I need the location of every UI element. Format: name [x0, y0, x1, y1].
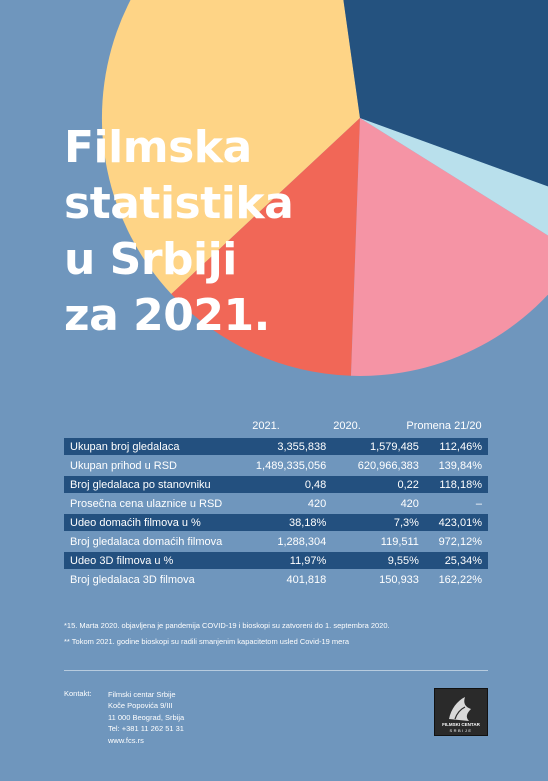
value-change: 162,22%	[438, 573, 482, 586]
value-2020: 420	[400, 497, 419, 510]
page-title: Filmska statistika u Srbiji za 2021.	[64, 120, 294, 344]
table-row: Broj gledalaca 3D filmova 401,818 150,933 1…	[64, 571, 488, 588]
value-change: 139,84%	[438, 459, 482, 472]
decorative-pie-graphic	[101, 0, 548, 376]
header-2020: 2020.	[333, 420, 361, 432]
pie-slice-lightblue	[360, 118, 548, 236]
row-label: Udeo 3D filmova u %	[70, 554, 174, 567]
value-2021: 38,18%	[288, 516, 327, 529]
table-row: Broj gledalaca po stanovniku 0,48 0,22 118,…	[64, 476, 488, 493]
table-row: Prosečna cena ulaznice u RSD 420 420 –	[64, 495, 488, 512]
contact-block: Filmski centar Srbije Koče Popovića 9/II…	[108, 689, 184, 746]
value-change: 972,12%	[438, 535, 482, 548]
logo-subtitle: SRBIJE	[449, 728, 473, 733]
row-label: Broj gledalaca domaćih filmova	[70, 535, 223, 548]
row-label: Ukupan broj gledalaca	[70, 440, 180, 453]
value-2020: 7,3%	[393, 516, 419, 529]
value-change: 118,18%	[439, 478, 482, 491]
contact-org: Filmski centar Srbije	[108, 690, 176, 699]
logo-mark-icon	[449, 697, 471, 721]
contact-city: 11 000 Beograd, Srbija	[108, 712, 185, 722]
pie-slice-coral	[171, 118, 360, 376]
logo-name: FILMSKI CENTAR	[442, 722, 480, 727]
contact-phone: Tel: +381 11 262 51 31	[108, 724, 184, 734]
footnote-1: *15. Marta 2020. objavljena je pandemija…	[64, 621, 390, 630]
table-body: Ukupan broj gledalaca 3,355,838 1,579,485 1…	[64, 438, 488, 588]
footnote-2: ** Tokom 2021. godine bioskopi su radili…	[64, 637, 350, 646]
row-label: Ukupan prihod u RSD	[70, 459, 178, 472]
table-header: 2021. 2020. Promena 21/20	[64, 420, 488, 438]
table-row: Udeo 3D filmova u % 11,97% 9,55% 25,34%	[64, 552, 488, 569]
contact-street: Koče Popovića 9/III	[108, 701, 173, 711]
value-2020: 1,579,485	[369, 440, 419, 453]
row-label: Prosečna cena ulaznice u RSD	[70, 497, 223, 510]
value-2020: 0,22	[397, 478, 419, 491]
header-2021: 2021.	[252, 420, 280, 432]
row-label: Udeo domaćih filmova u %	[70, 516, 201, 529]
statistics-table: 2021. 2020. Promena 21/20 Ukupan broj gl…	[64, 420, 488, 590]
contact-label: Kontakt:	[64, 689, 92, 698]
value-2021: 11,97%	[289, 554, 327, 567]
contact-website-link[interactable]: www.fcs.rs	[108, 735, 144, 745]
value-change: –	[475, 497, 482, 510]
value-change: 423,01%	[438, 516, 482, 529]
title-line-1: Filmska	[64, 122, 252, 173]
header-change: Promena 21/20	[406, 420, 482, 432]
row-label: Broj gledalaca 3D filmova	[70, 573, 195, 586]
value-2020: 9,55%	[387, 554, 419, 567]
value-change: 25,34%	[444, 554, 482, 567]
value-2021: 1,489,335,056	[255, 459, 327, 472]
pie-slice-yellow	[101, 0, 360, 294]
value-2020: 119,511	[380, 535, 419, 548]
title-line-3: u Srbiji	[64, 234, 237, 285]
table-row: Broj gledalaca domaćih filmova 1,288,304 1…	[64, 533, 488, 550]
row-label: Broj gledalaca po stanovniku	[70, 478, 211, 491]
table-row: Ukupan prihod u RSD 1,489,335,056 620,966,…	[64, 457, 488, 474]
title-line-4: za 2021.	[64, 290, 270, 341]
pie-slice-pink	[351, 118, 548, 376]
footer-divider	[64, 670, 488, 671]
value-2021: 1,288,304	[277, 535, 327, 548]
value-2021: 401,818	[286, 573, 327, 586]
value-2021: 0,48	[304, 478, 327, 491]
value-2020: 620,966,383	[357, 459, 419, 472]
value-2021: 3,355,838	[277, 440, 327, 453]
pie-slice-navy	[343, 0, 548, 187]
table-row: Ukupan broj gledalaca 3,355,838 1,579,485 1…	[64, 438, 488, 455]
table-row: Udeo domaćih filmova u % 38,18% 7,3% 423,01…	[64, 514, 488, 531]
title-line-2: statistika	[64, 178, 294, 229]
footnotes: *15. Marta 2020. objavljena je pandemija…	[64, 618, 390, 650]
film-center-logo-icon: FILMSKI CENTAR SRBIJE	[434, 688, 488, 736]
value-2021: 420	[307, 497, 327, 510]
value-change: 112,46%	[439, 440, 482, 453]
value-2020: 150,933	[379, 573, 419, 586]
